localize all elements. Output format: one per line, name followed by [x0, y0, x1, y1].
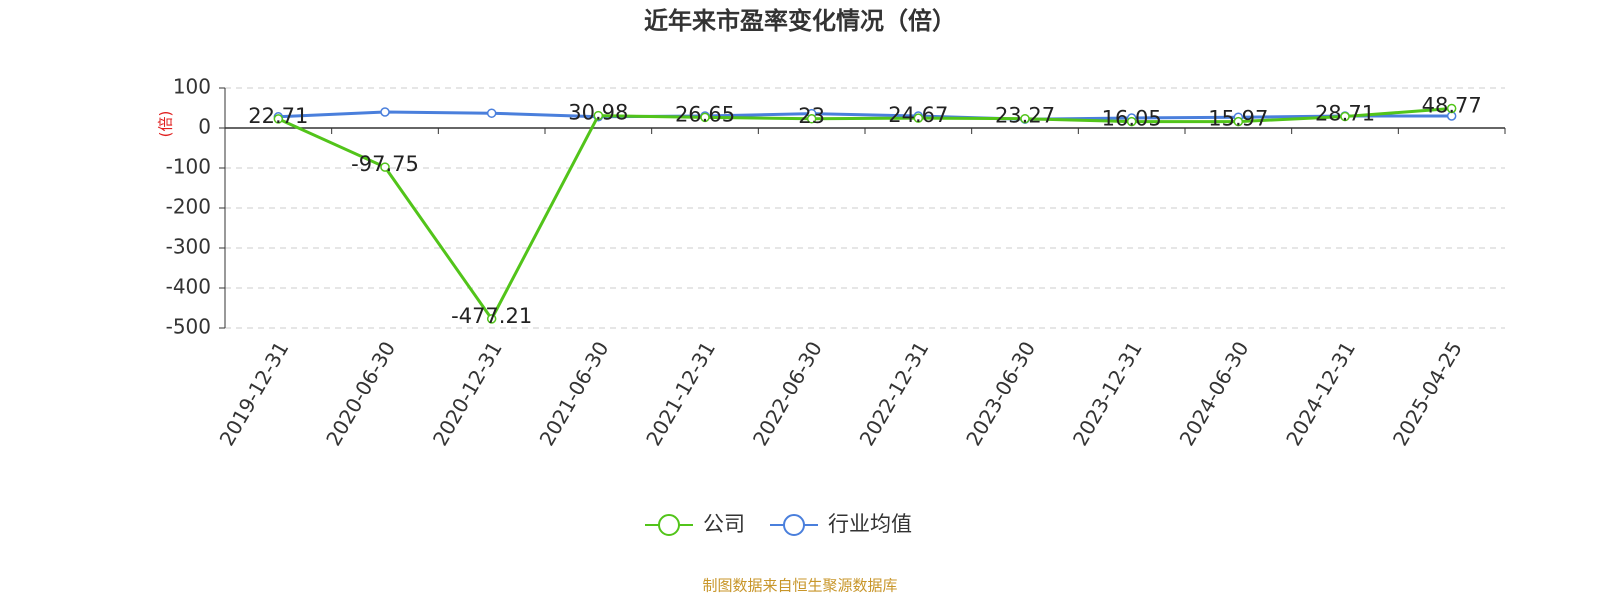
data-label: 30.98	[568, 101, 628, 125]
legend-label: 行业均值	[828, 512, 912, 536]
data-label: 28.71	[1315, 102, 1375, 126]
point	[486, 314, 497, 324]
data-label: 24.67	[888, 103, 948, 127]
data-label: 23	[798, 104, 825, 128]
legend-label: 公司	[703, 512, 745, 536]
y-tick-label: 0	[198, 115, 211, 139]
x-tick-label: 2021-12-31	[641, 337, 720, 450]
data-label: 48.77	[1422, 93, 1482, 117]
point	[486, 108, 497, 118]
point	[1126, 116, 1137, 127]
series-line	[278, 110, 1452, 121]
x-tick-label: 2022-06-30	[748, 337, 827, 450]
x-tick-label: 2024-06-30	[1175, 337, 1254, 450]
point	[593, 110, 604, 121]
y-axis-label: (倍)	[157, 111, 175, 138]
legend-marker	[783, 514, 805, 536]
x-tick-label: 2020-12-31	[428, 337, 507, 450]
series-line	[277, 106, 1452, 322]
point	[1020, 113, 1030, 124]
y-tick-label: -300	[166, 235, 211, 259]
data-label: 16.05	[1102, 107, 1162, 131]
y-tick-label: -200	[166, 195, 211, 219]
point	[273, 114, 284, 124]
point	[1340, 111, 1350, 122]
y-tick-label: 100	[173, 75, 211, 99]
data-label: -97.75	[351, 152, 419, 176]
data-label: 26.65	[675, 102, 735, 126]
data-label: 22.71	[248, 104, 308, 128]
data-label: -477.21	[451, 304, 532, 328]
x-tick-label: 2023-12-31	[1068, 337, 1147, 450]
point	[913, 113, 924, 123]
point	[806, 114, 817, 124]
point	[1446, 103, 1457, 114]
x-tick-label: 2019-12-31	[215, 337, 294, 450]
y-tick-label: -100	[166, 155, 211, 179]
legend-marker	[658, 514, 680, 536]
x-tick-label: 2021-06-30	[535, 337, 614, 450]
source-note: 制图数据来自恒生聚源数据库	[702, 577, 897, 595]
x-tick-label: 2023-06-30	[961, 337, 1040, 450]
point	[700, 112, 710, 123]
point	[380, 162, 390, 172]
point	[380, 107, 390, 117]
y-tick-label: -400	[166, 275, 211, 299]
x-tick-label: 2025-04-25	[1388, 337, 1467, 450]
chart-title: 近年来市盈率变化情况（倍）	[644, 7, 956, 35]
x-tick-label: 2020-06-30	[321, 337, 400, 450]
data-label: 15.97	[1208, 107, 1268, 131]
data-label: 23.27	[995, 104, 1055, 128]
x-tick-label: 2022-12-31	[855, 337, 934, 450]
y-tick-label: -500	[166, 315, 211, 339]
point	[1233, 116, 1244, 127]
x-tick-label: 2024-12-31	[1281, 337, 1360, 450]
